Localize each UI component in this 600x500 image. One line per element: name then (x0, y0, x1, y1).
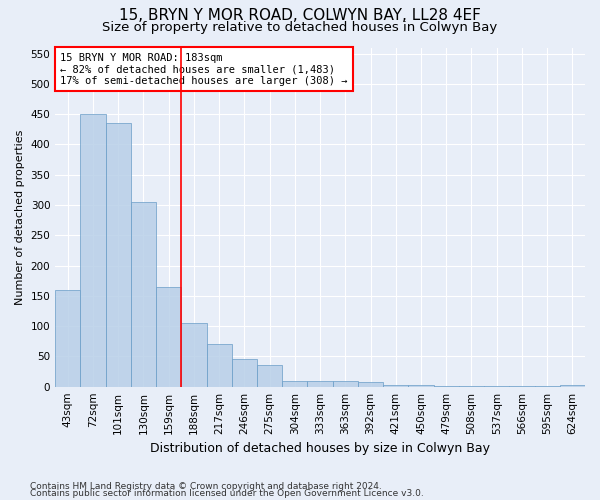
Y-axis label: Number of detached properties: Number of detached properties (15, 130, 25, 305)
Text: Size of property relative to detached houses in Colwyn Bay: Size of property relative to detached ho… (103, 21, 497, 34)
Text: Contains public sector information licensed under the Open Government Licence v3: Contains public sector information licen… (30, 490, 424, 498)
Text: 15, BRYN Y MOR ROAD, COLWYN BAY, LL28 4EF: 15, BRYN Y MOR ROAD, COLWYN BAY, LL28 4E… (119, 8, 481, 22)
Bar (55, 290, 80, 386)
Bar (80, 114, 106, 386)
Bar (181, 323, 206, 386)
Bar (257, 366, 282, 386)
Bar (131, 202, 156, 386)
Bar (332, 380, 358, 386)
Bar (307, 380, 332, 386)
Bar (156, 286, 181, 386)
Bar (560, 385, 585, 386)
Text: Contains HM Land Registry data © Crown copyright and database right 2024.: Contains HM Land Registry data © Crown c… (30, 482, 382, 491)
Bar (358, 382, 383, 386)
Bar (232, 360, 257, 386)
X-axis label: Distribution of detached houses by size in Colwyn Bay: Distribution of detached houses by size … (150, 442, 490, 455)
Bar (383, 385, 409, 386)
Bar (106, 123, 131, 386)
Text: 15 BRYN Y MOR ROAD: 183sqm
← 82% of detached houses are smaller (1,483)
17% of s: 15 BRYN Y MOR ROAD: 183sqm ← 82% of deta… (61, 52, 348, 86)
Bar (282, 380, 307, 386)
Bar (206, 344, 232, 387)
